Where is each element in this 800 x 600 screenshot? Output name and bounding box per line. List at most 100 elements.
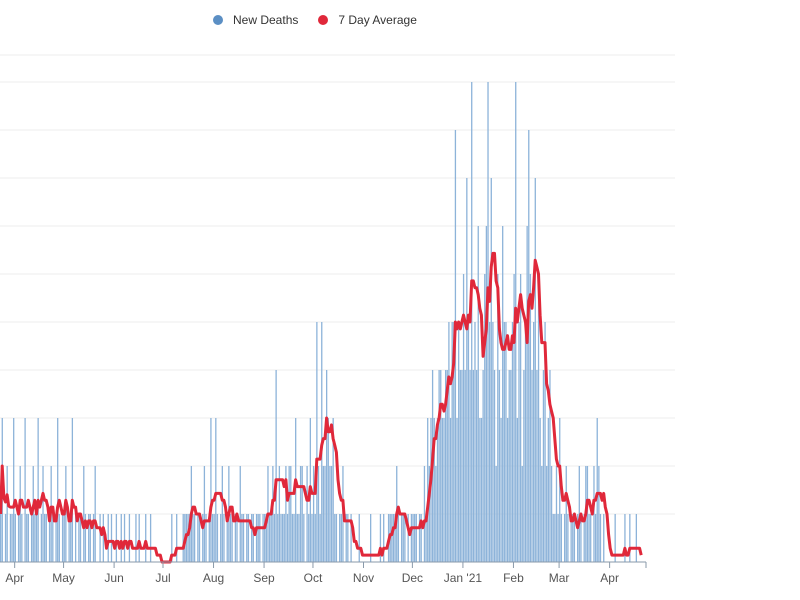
bar	[68, 514, 70, 562]
bar	[446, 370, 448, 562]
x-tick-label: Oct	[304, 571, 323, 585]
bar	[79, 514, 82, 562]
bar	[462, 274, 465, 562]
bar	[392, 514, 395, 562]
bar	[262, 514, 264, 562]
bar	[89, 514, 91, 562]
bar	[493, 370, 496, 562]
bar	[176, 514, 178, 562]
bar	[505, 322, 507, 562]
bar	[563, 514, 566, 562]
x-tick-label: Jul	[155, 571, 170, 585]
bar	[37, 418, 39, 562]
bar	[490, 178, 492, 562]
bar	[94, 466, 96, 562]
bar	[123, 514, 126, 562]
bar	[247, 514, 250, 562]
bar	[324, 466, 326, 562]
bar	[518, 322, 520, 562]
bar	[534, 178, 536, 562]
bar	[524, 322, 527, 562]
bar	[379, 514, 382, 562]
bar	[444, 370, 447, 562]
bar	[521, 466, 523, 562]
bar	[467, 322, 470, 562]
bar	[577, 514, 579, 562]
bar	[516, 418, 519, 562]
bar	[239, 466, 241, 562]
bar	[438, 370, 440, 562]
bar	[255, 514, 258, 562]
bar	[55, 514, 57, 562]
bar	[319, 514, 321, 562]
bar	[330, 466, 333, 562]
bar	[229, 514, 232, 562]
bar	[288, 466, 290, 562]
bar	[19, 466, 21, 562]
bar	[588, 514, 590, 562]
bar	[536, 370, 538, 562]
bar	[423, 466, 426, 562]
bar	[281, 514, 284, 562]
bar	[107, 514, 109, 562]
x-tick-label: Jan '21	[444, 571, 483, 585]
bar	[489, 322, 491, 562]
bar	[508, 370, 510, 562]
bar	[624, 514, 626, 562]
bar	[436, 418, 439, 562]
bar	[370, 514, 372, 562]
bar	[293, 514, 295, 562]
bar	[573, 514, 576, 562]
bar	[412, 514, 414, 562]
bar	[533, 322, 535, 562]
bar	[202, 514, 204, 562]
bar	[13, 418, 15, 562]
bar	[404, 514, 406, 562]
bar	[270, 514, 272, 562]
bar	[35, 514, 38, 562]
bar	[510, 370, 512, 562]
bar	[456, 418, 458, 562]
bar	[192, 514, 194, 562]
bar	[492, 322, 494, 562]
bar	[65, 466, 67, 562]
bar	[425, 514, 427, 562]
bar	[216, 514, 219, 562]
bar	[502, 226, 504, 562]
bar	[542, 370, 545, 562]
bar	[30, 514, 33, 562]
bar	[213, 514, 215, 562]
bar	[635, 514, 637, 562]
bar	[135, 514, 137, 562]
bar	[567, 514, 569, 562]
bar	[27, 514, 30, 562]
bar	[451, 322, 453, 562]
bar	[298, 514, 300, 562]
bar	[296, 514, 298, 562]
bar	[283, 514, 285, 562]
x-tick-label: Nov	[353, 571, 374, 585]
bar	[83, 466, 85, 562]
bar	[590, 514, 592, 562]
bar	[449, 418, 452, 562]
bar	[189, 514, 191, 562]
bar	[221, 466, 223, 562]
bar	[350, 514, 352, 562]
bar	[358, 514, 360, 562]
bar	[11, 514, 13, 562]
bar	[234, 514, 237, 562]
bar	[251, 514, 253, 562]
bar	[526, 226, 528, 562]
bar	[198, 514, 201, 562]
bar	[415, 514, 417, 562]
legend-item-7-day-average[interactable]: 7 Day Average	[318, 13, 417, 27]
bar	[264, 514, 266, 562]
bar	[594, 514, 597, 562]
bar	[414, 514, 416, 562]
bar	[345, 514, 347, 562]
bar	[197, 514, 199, 562]
bar	[458, 322, 460, 562]
legend-item-new-deaths[interactable]: New Deaths	[213, 13, 298, 27]
bar	[265, 514, 267, 562]
